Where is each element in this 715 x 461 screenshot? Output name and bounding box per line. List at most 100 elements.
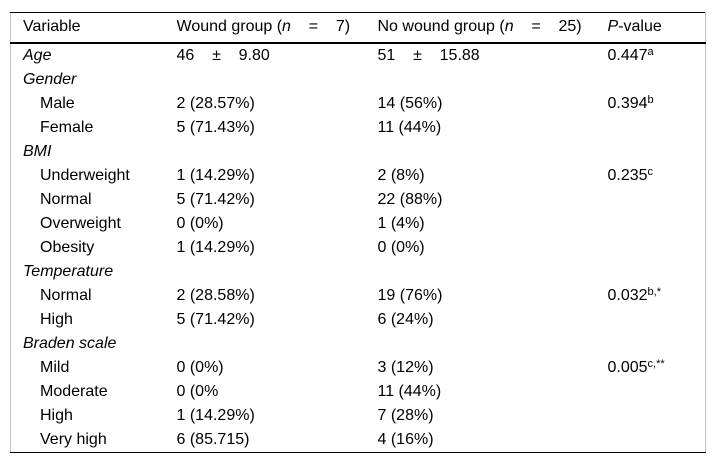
p-value-cell <box>608 332 706 356</box>
no-wound-group-value: 51 ± 15.88 <box>377 46 480 64</box>
n-symbol: n <box>282 18 291 36</box>
row-label: Normal <box>40 190 92 208</box>
no-wound-group-value: 1 (4%) <box>377 214 425 232</box>
no-wound-group-value: 7 (28%) <box>377 406 434 424</box>
p-value-cell <box>608 212 706 236</box>
no-wound-group-value: 19 (76%) <box>377 286 443 304</box>
p-value-footnote-marker: c,** <box>647 357 665 370</box>
p-value-cell <box>608 236 706 260</box>
p-value-number: 0.235 <box>607 166 648 184</box>
section-row: Gender <box>11 68 706 92</box>
row-label: Gender <box>23 70 77 88</box>
p-value-cell: 0.005c,** <box>608 356 706 380</box>
row-label: Braden scale <box>23 334 117 352</box>
p-value-cell: 0.235c <box>608 164 706 188</box>
data-row: Normal 2 (28.58%) 19 (76%) 0.032b,* <box>11 284 706 308</box>
wound-group-value <box>177 260 378 284</box>
col-header-wound-group: Wound group (n = 7) <box>177 13 378 43</box>
p-value-cell <box>608 380 706 404</box>
p-value-number: 0.394 <box>607 94 648 112</box>
row-label: BMI <box>23 142 52 160</box>
data-row: Very high 6 (85.715) 4 (16%) <box>11 428 706 453</box>
p-value-footnote-marker: b,* <box>647 285 662 298</box>
row-label: High <box>40 406 73 424</box>
p-value-cell: 0.032b,* <box>608 284 706 308</box>
data-row: Normal 5 (71.42%) 22 (88%) <box>11 188 706 212</box>
no-wound-group-value: 3 (12%) <box>377 358 434 376</box>
p-value-footnote-marker: b <box>647 93 654 106</box>
wound-group-value: 1 (14.29%) <box>176 166 255 184</box>
p-value-cell <box>608 68 706 92</box>
wound-group-value <box>177 332 378 356</box>
p-value-cell <box>608 140 706 164</box>
header-text: = 7) <box>290 18 351 36</box>
wound-group-value: 5 (71.42%) <box>176 190 255 208</box>
p-value-number: 0.447 <box>607 46 648 64</box>
no-wound-group-value: 11 (44%) <box>377 118 442 136</box>
p-value-cell <box>608 260 706 284</box>
col-header-no-wound-group: No wound group (n = 25) <box>378 13 608 43</box>
p-symbol: P <box>607 18 619 36</box>
header-row: Variable Wound group (n = 7) No wound gr… <box>10 13 706 43</box>
wound-group-value: 0 (0%) <box>176 214 224 232</box>
header-text: No wound group ( <box>377 18 505 36</box>
section-row: Temperature <box>11 260 706 284</box>
row-label: Mild <box>40 358 70 376</box>
header-text: -value <box>618 18 662 36</box>
no-wound-group-value <box>378 68 608 92</box>
no-wound-group-value: 0 (0%) <box>377 238 425 256</box>
wound-group-value: 2 (28.58%) <box>176 286 255 304</box>
p-value-cell <box>608 308 706 332</box>
clinical-characteristics-table: Variable Wound group (n = 7) No wound gr… <box>10 12 706 453</box>
data-row: High 5 (71.42%) 6 (24%) <box>11 308 706 332</box>
data-row: Female 5 (71.43%) 11 (44%) <box>11 116 706 140</box>
section-row: Braden scale <box>11 332 706 356</box>
row-label: Moderate <box>40 382 108 400</box>
data-row: Mild 0 (0%) 3 (12%) 0.005c,** <box>11 356 706 380</box>
row-label: Underweight <box>40 166 130 184</box>
wound-group-value: 0 (0%) <box>176 358 224 376</box>
data-row: Obesity 1 (14.29%) 0 (0%) <box>11 236 706 260</box>
p-value-number: 0.005 <box>607 358 648 376</box>
wound-group-value <box>177 140 378 164</box>
table-body: Age 46 ± 9.80 51 ± 15.88 0.447a Gender Male 2 … <box>11 43 706 453</box>
col-header-pvalue: P-value <box>608 13 706 43</box>
data-row: Male 2 (28.57%) 14 (56%) 0.394b <box>11 92 706 116</box>
data-row: Overweight 0 (0%) 1 (4%) <box>11 212 706 236</box>
no-wound-group-value <box>378 260 608 284</box>
no-wound-group-value: 11 (44%) <box>377 382 442 400</box>
p-value-number: 0.032 <box>607 286 648 304</box>
data-row: Underweight 1 (14.29%) 2 (8%) 0.235c <box>11 164 706 188</box>
p-value-footnote-marker: a <box>647 45 654 58</box>
wound-group-value: 2 (28.57%) <box>176 94 255 112</box>
p-value-cell <box>608 404 706 428</box>
wound-group-value: 1 (14.29%) <box>176 406 255 424</box>
row-label: High <box>40 310 73 328</box>
row-label: Female <box>40 118 94 136</box>
row-label: Temperature <box>23 262 114 280</box>
wound-group-value: 5 (71.42%) <box>176 310 255 328</box>
p-value-cell <box>608 188 706 212</box>
row-label: Overweight <box>40 214 121 232</box>
wound-group-value: 6 (85.715) <box>176 430 250 448</box>
data-row: Moderate 0 (0% 11 (44%) <box>11 380 706 404</box>
row-label: Obesity <box>40 238 95 256</box>
row-label: Age <box>23 46 52 64</box>
p-value-footnote-marker: c <box>647 165 654 178</box>
p-value-cell: 0.447a <box>608 43 706 68</box>
no-wound-group-value: 2 (8%) <box>377 166 425 184</box>
p-value-cell <box>608 116 706 140</box>
wound-group-value: 0 (0% <box>176 382 219 400</box>
no-wound-group-value: 14 (56%) <box>377 94 443 112</box>
row-label: Normal <box>40 286 92 304</box>
wound-group-value: 5 (71.43%) <box>176 118 255 136</box>
p-value-cell: 0.394b <box>608 92 706 116</box>
n-symbol: n <box>504 18 514 36</box>
no-wound-group-value: 22 (88%) <box>377 190 443 208</box>
section-row: BMI <box>11 140 706 164</box>
table-header: Variable Wound group (n = 7) No wound gr… <box>10 13 706 43</box>
no-wound-group-value <box>378 332 608 356</box>
wound-group-value: 1 (14.29%) <box>176 238 255 256</box>
no-wound-group-value <box>378 140 608 164</box>
